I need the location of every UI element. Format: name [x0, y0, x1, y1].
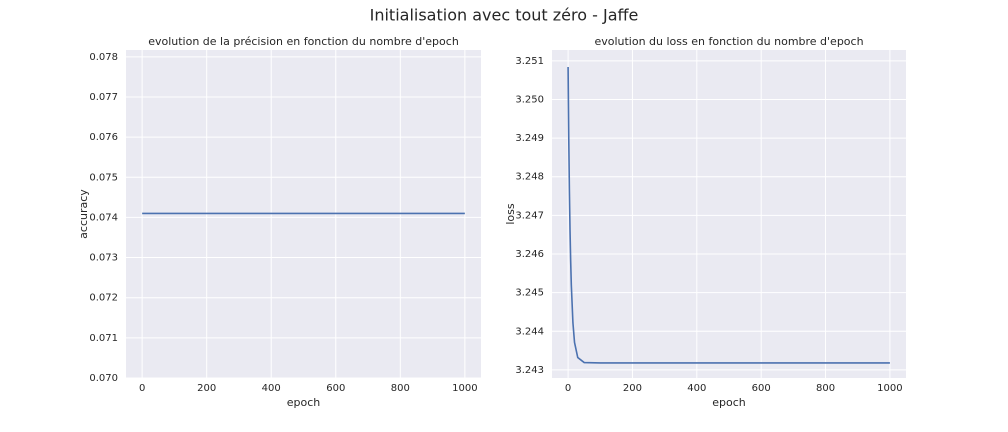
x-tick-label: 200: [197, 383, 216, 394]
y-tick-label: 0.071: [89, 333, 118, 344]
y-tick-label: 3.245: [515, 288, 544, 299]
x-tick-label: 400: [687, 383, 706, 394]
y-tick-label: 0.070: [89, 373, 118, 384]
y-tick-label: 3.244: [515, 326, 544, 337]
x-tick-label: 1000: [452, 383, 477, 394]
figure-title: Initialisation avec tout zéro - Jaffe: [370, 6, 639, 25]
x-tick-label: 200: [623, 383, 642, 394]
plot-area: [552, 50, 906, 378]
x-tick-label: 800: [391, 383, 410, 394]
y-axis-label: accuracy: [77, 189, 90, 239]
subplot-title: evolution du loss en fonction du nombre …: [594, 35, 863, 48]
y-tick-label: 0.077: [89, 92, 118, 103]
y-tick-label: 0.078: [89, 52, 118, 63]
x-tick-label: 600: [326, 383, 345, 394]
y-tick-label: 3.246: [515, 249, 544, 260]
x-axis-label: epoch: [712, 396, 746, 409]
x-tick-label: 0: [139, 383, 145, 394]
x-tick-label: 0: [565, 383, 571, 394]
y-tick-label: 3.249: [515, 133, 544, 144]
y-tick-label: 3.247: [515, 210, 544, 221]
x-tick-label: 800: [816, 383, 835, 394]
y-tick-label: 0.075: [89, 172, 118, 183]
y-axis-label: loss: [504, 203, 517, 225]
y-tick-label: 3.248: [515, 172, 544, 183]
x-tick-label: 600: [752, 383, 771, 394]
data-line: [567, 66, 890, 364]
y-tick-label: 3.250: [515, 94, 544, 105]
x-axis-label: epoch: [287, 396, 321, 409]
x-tick-label: 1000: [877, 383, 902, 394]
x-tick-label: 400: [262, 383, 281, 394]
y-tick-label: 0.073: [89, 253, 118, 264]
y-tick-label: 0.072: [89, 293, 118, 304]
subplot-title: evolution de la précision en fonction du…: [148, 35, 459, 48]
y-tick-label: 0.076: [89, 132, 118, 143]
y-tick-label: 3.251: [515, 56, 544, 67]
y-tick-label: 0.074: [89, 212, 118, 223]
y-tick-label: 3.243: [515, 365, 544, 376]
